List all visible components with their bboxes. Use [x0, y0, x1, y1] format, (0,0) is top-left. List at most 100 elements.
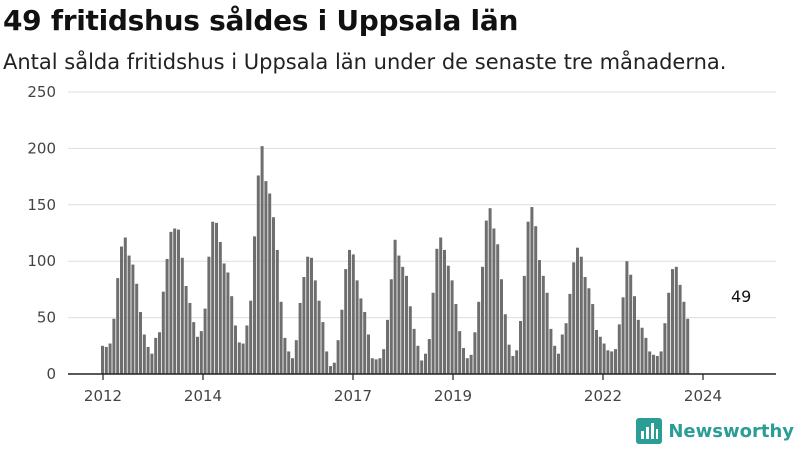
bar	[253, 236, 256, 374]
bar	[462, 348, 465, 374]
bar	[313, 280, 317, 374]
bar	[633, 296, 636, 374]
bar	[682, 301, 686, 374]
bar	[553, 345, 557, 374]
bar	[389, 279, 393, 374]
bar	[621, 297, 625, 374]
bar	[237, 342, 241, 374]
x-tick-label: 2022	[584, 387, 622, 405]
bar	[374, 359, 378, 374]
bar	[173, 228, 177, 374]
bar	[427, 339, 431, 374]
bar	[359, 298, 363, 374]
bar	[139, 311, 142, 374]
bar	[192, 322, 196, 374]
bar	[169, 231, 173, 374]
x-axis-ticks: 2012 2014 2017 2019 2022 2024	[84, 374, 722, 405]
bar	[348, 249, 351, 374]
bar	[370, 358, 374, 374]
bar	[435, 248, 439, 374]
bar	[659, 351, 663, 374]
bar	[424, 353, 427, 374]
bar	[226, 272, 230, 374]
bar	[652, 354, 655, 374]
bar	[397, 255, 401, 374]
y-tick-label: 100	[27, 252, 56, 270]
bar	[636, 319, 640, 374]
bar	[412, 328, 416, 374]
bar	[401, 266, 405, 374]
bar	[245, 325, 249, 374]
bar	[108, 343, 112, 374]
bar	[538, 260, 541, 374]
bar	[496, 244, 500, 374]
bar	[112, 318, 116, 374]
bar	[557, 353, 560, 374]
bar	[351, 254, 355, 374]
bar	[579, 256, 583, 374]
y-axis-ticks: 0 50 100 150 200 250	[27, 83, 56, 383]
bar	[241, 343, 245, 374]
bar	[439, 237, 443, 374]
bar	[602, 343, 606, 374]
bar	[283, 337, 287, 374]
bar	[500, 279, 503, 374]
bar	[158, 332, 161, 374]
bar	[120, 246, 123, 374]
bar	[671, 269, 674, 374]
bar	[393, 239, 397, 374]
bar	[484, 220, 488, 374]
bar	[222, 263, 226, 374]
bar	[598, 336, 602, 374]
bar	[606, 350, 610, 374]
bar	[211, 221, 215, 374]
x-tick-label: 2024	[684, 387, 722, 405]
bar	[431, 292, 435, 374]
bar	[142, 334, 146, 374]
bar	[363, 311, 367, 374]
y-tick-label: 150	[27, 196, 56, 214]
last-value-label: 49	[731, 287, 751, 306]
bar	[454, 304, 458, 374]
bar	[123, 237, 127, 374]
bar	[161, 291, 165, 374]
bar	[515, 350, 519, 374]
bar	[249, 300, 253, 374]
bar	[534, 226, 538, 374]
x-tick-label: 2017	[334, 387, 372, 405]
y-tick-label: 0	[46, 365, 56, 383]
bar	[146, 346, 150, 374]
bar	[443, 249, 446, 374]
bar	[336, 340, 340, 374]
bar	[625, 261, 629, 374]
bar	[446, 265, 450, 374]
bar	[610, 351, 614, 374]
bar	[116, 278, 120, 374]
x-tick-label: 2014	[184, 387, 222, 405]
bar	[655, 355, 659, 374]
bar	[154, 337, 158, 374]
bar	[541, 275, 545, 374]
bar	[131, 264, 135, 374]
bar	[465, 358, 469, 374]
bar	[678, 284, 682, 374]
bar	[595, 330, 598, 374]
bar	[196, 336, 199, 374]
x-tick-label: 2012	[84, 387, 122, 405]
bar	[135, 283, 139, 374]
bar	[355, 280, 359, 374]
bar	[287, 351, 291, 374]
bar	[405, 275, 408, 374]
bar	[199, 331, 203, 374]
bar	[325, 351, 329, 374]
bar	[234, 325, 237, 374]
bar	[583, 276, 587, 374]
bar	[481, 266, 484, 374]
bar	[416, 345, 420, 374]
bar	[663, 323, 667, 374]
bar	[560, 334, 564, 374]
bar	[477, 301, 481, 374]
bar	[617, 324, 621, 374]
bar	[568, 293, 572, 374]
